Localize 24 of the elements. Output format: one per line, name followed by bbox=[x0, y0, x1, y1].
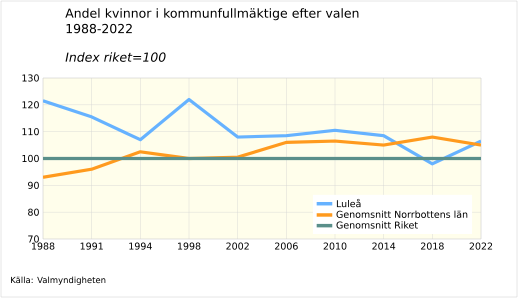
x-tick-label: 1998 bbox=[178, 242, 200, 250]
chart-subtitle: Index riket=100 bbox=[66, 52, 166, 62]
x-tick-label: 2002 bbox=[226, 242, 249, 250]
y-tick-label: 110 bbox=[22, 128, 39, 136]
x-tick-label: 1994 bbox=[129, 242, 152, 250]
x-tick-label: 2006 bbox=[274, 242, 298, 250]
legend-label: Luleå bbox=[336, 198, 360, 208]
y-tick-label: 70 bbox=[28, 235, 39, 243]
y-tick-label: 120 bbox=[22, 101, 39, 108]
x-tick-label: 1991 bbox=[80, 242, 103, 250]
chart-title: Andel kvinnor i kommunfullmäktige efter valen 1988-2022 bbox=[65, 8, 358, 34]
text: Källa: Valmyndigheten bbox=[11, 276, 106, 285]
legend-label: Genomsnitt Norrbottens län bbox=[336, 210, 468, 218]
x-tick-label: 1988 bbox=[32, 242, 54, 250]
x-tick-label: 2022 bbox=[470, 242, 492, 250]
y-tick-label: 80 bbox=[28, 208, 39, 216]
y-tick-label: 100 bbox=[22, 154, 39, 162]
x-tick-label: 2010 bbox=[324, 242, 346, 250]
y-tick-label: 90 bbox=[28, 182, 39, 189]
x-tick-label: 2014 bbox=[372, 242, 396, 250]
x-tick-label: 2018 bbox=[420, 242, 444, 250]
legend-label: Genomsnitt Riket bbox=[336, 221, 418, 229]
line-series bbox=[43, 98, 481, 166]
y-tick-label: 130 bbox=[22, 74, 39, 82]
